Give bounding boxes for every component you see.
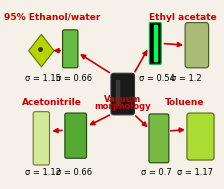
Text: Acetonitrile: Acetonitrile	[22, 98, 82, 107]
Text: σ = 0.66: σ = 0.66	[56, 74, 92, 83]
Polygon shape	[153, 25, 157, 61]
FancyBboxPatch shape	[33, 112, 50, 165]
FancyBboxPatch shape	[185, 23, 209, 68]
Text: σ = 1.15: σ = 1.15	[25, 74, 61, 83]
Text: 95% Ethanol/water: 95% Ethanol/water	[4, 13, 100, 22]
Text: σ = 0.54: σ = 0.54	[139, 74, 175, 83]
Text: Ethyl acetate: Ethyl acetate	[149, 13, 216, 22]
Text: σ = 1.17: σ = 1.17	[177, 168, 213, 177]
Text: σ = 1.12: σ = 1.12	[25, 168, 61, 177]
Text: σ = 1.2: σ = 1.2	[171, 74, 201, 83]
FancyBboxPatch shape	[149, 23, 161, 64]
Text: Vacuum: Vacuum	[104, 95, 141, 104]
FancyBboxPatch shape	[149, 114, 169, 163]
Polygon shape	[116, 81, 119, 105]
FancyBboxPatch shape	[65, 113, 86, 158]
FancyBboxPatch shape	[111, 73, 134, 115]
FancyBboxPatch shape	[62, 30, 78, 68]
Text: σ = 0.7: σ = 0.7	[141, 168, 172, 177]
Polygon shape	[29, 34, 54, 67]
Text: morphology: morphology	[94, 102, 151, 111]
Text: Toluene: Toluene	[164, 98, 204, 107]
Text: σ = 0.66: σ = 0.66	[56, 168, 92, 177]
FancyBboxPatch shape	[187, 113, 214, 160]
